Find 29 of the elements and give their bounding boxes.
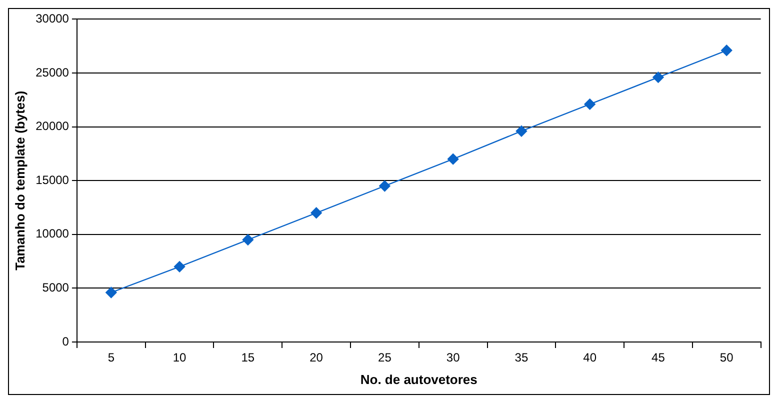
y-tick-label: 5000 (42, 280, 70, 295)
x-tick-label: 15 (241, 350, 255, 365)
point (310, 207, 322, 218)
y-tick-label: 30000 (36, 12, 70, 26)
y-tick-label: 0 (62, 334, 70, 348)
x-tick-label: 40 (583, 350, 597, 365)
point (447, 153, 459, 165)
x-tick-label: 35 (514, 350, 528, 365)
x-tick-label: 5 (108, 350, 115, 365)
point (242, 234, 254, 246)
y-tick-label: 25000 (36, 65, 70, 80)
x-axis-title: No. de autovetores (360, 372, 478, 387)
x-tick-label: 45 (652, 350, 666, 365)
point (379, 180, 390, 192)
y-tick-label: 20000 (36, 119, 70, 134)
x-tick-label: 50 (720, 350, 734, 365)
point (516, 126, 528, 137)
point (174, 261, 186, 272)
x-tick-label: 25 (378, 350, 392, 365)
point (652, 72, 664, 83)
x-tick-label: 10 (172, 350, 187, 365)
point (106, 286, 117, 298)
x-tick-label: 30 (446, 350, 460, 365)
point (721, 44, 732, 56)
y-tick-label: 15000 (36, 172, 70, 187)
x-tick-label: 20 (310, 350, 324, 365)
y-tick-label: 10000 (36, 226, 70, 241)
point (584, 98, 596, 110)
y-axis-title: Tamanho do template (bytes) (12, 90, 28, 270)
